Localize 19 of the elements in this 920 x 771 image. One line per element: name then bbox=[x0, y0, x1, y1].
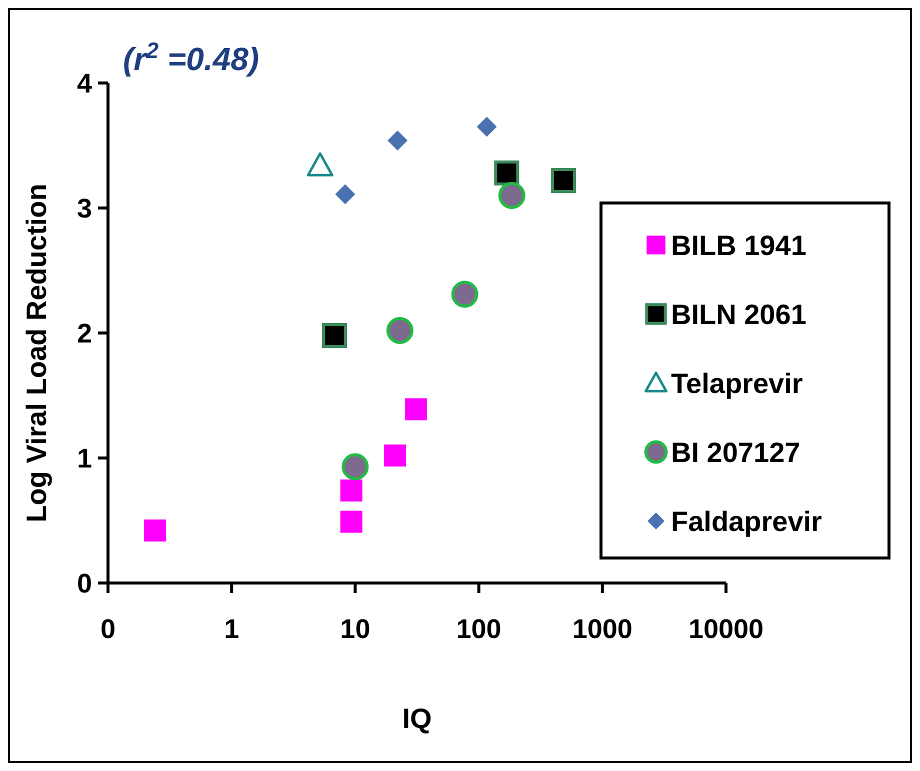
x-tick-label: 10 bbox=[340, 614, 370, 644]
x-tick-label: 1000 bbox=[572, 614, 632, 644]
x-tick-label: 0 bbox=[100, 614, 116, 644]
x-tick-label: 1 bbox=[224, 614, 240, 644]
x-tick-label: 100 bbox=[456, 614, 502, 644]
y-tick-label: 3 bbox=[76, 193, 92, 224]
legend-label: Faldaprevir bbox=[671, 506, 822, 537]
y-tick-label: 1 bbox=[76, 443, 92, 474]
legend-label: BI 207127 bbox=[671, 436, 800, 468]
x-axis-title: IQ bbox=[402, 703, 432, 734]
y-tick-label: 2 bbox=[76, 318, 92, 348]
legend-label: BILN 2061 bbox=[671, 298, 806, 330]
legend-label: Telaprevir bbox=[671, 368, 803, 399]
y-tick-label: 0 bbox=[76, 568, 92, 598]
text: (r$^{2}$ =0.48) bbox=[123, 38, 260, 77]
y-tick-label: 4 bbox=[76, 68, 92, 98]
legend-label: BILB 1941 bbox=[671, 230, 806, 261]
x-tick-label: 10000 bbox=[688, 614, 764, 644]
y-axis-title: Log Viral Load Reduction bbox=[21, 184, 52, 522]
